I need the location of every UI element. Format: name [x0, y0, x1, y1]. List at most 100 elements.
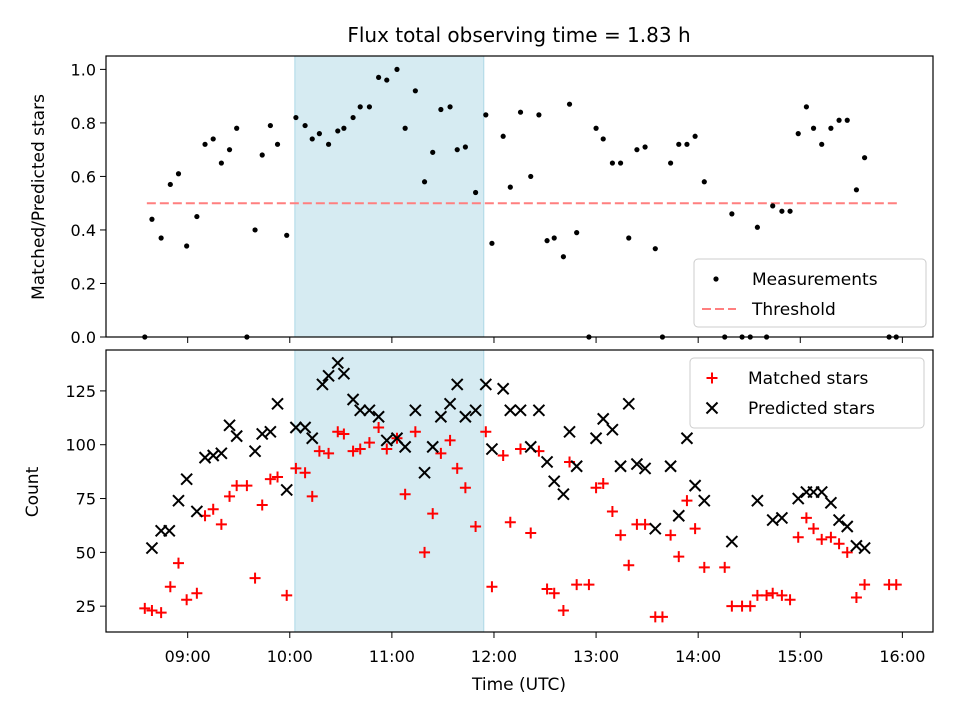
measurement-point: [316, 131, 322, 137]
matched-star-point: [347, 445, 359, 457]
matched-star-point: [767, 587, 779, 599]
matched-star-point: [557, 604, 569, 616]
matched-star-point: [139, 602, 151, 614]
x-tick-label: 16:00: [879, 647, 925, 666]
legend-predicted-marker: [705, 401, 719, 415]
measurement-point: [335, 128, 341, 134]
matched-star-point: [338, 428, 350, 440]
matched-star-point: [776, 589, 788, 601]
measurement-point: [626, 235, 632, 241]
measurement-point: [472, 189, 479, 196]
y-tick-label: 0.6: [71, 167, 96, 186]
matched-star-point: [306, 490, 318, 502]
matched-star-point: [470, 521, 482, 533]
legend-matched-marker: [706, 372, 718, 384]
matched-star-point: [164, 581, 176, 593]
measurement-point: [770, 203, 776, 209]
x-tick-label: 10:00: [267, 647, 313, 666]
predicted-star-point: [725, 535, 739, 548]
y-tick-label: 75: [76, 490, 96, 509]
measurement-point: [267, 122, 273, 129]
measurement-point: [676, 141, 682, 147]
measurement-point: [844, 117, 850, 123]
legend-box: [693, 258, 927, 328]
measurement-point: [500, 133, 506, 139]
matched-star-point: [623, 559, 635, 571]
measurement-point: [779, 208, 785, 214]
predicted-star-point: [485, 442, 499, 456]
observing-window-band: [294, 349, 485, 633]
measurement-point: [149, 216, 155, 222]
predicted-star-point: [570, 460, 583, 473]
predicted-star-point: [496, 382, 510, 395]
measurement-point: [836, 117, 842, 123]
predicted-star-point: [622, 397, 635, 411]
predicted-star-point: [306, 432, 319, 445]
matched-star-point: [673, 551, 685, 563]
measurement-point: [528, 173, 534, 180]
predicted-star-point: [766, 513, 779, 527]
matched-star-point: [515, 443, 527, 455]
matched-star-point: [399, 488, 411, 500]
measurement-point: [218, 160, 224, 166]
x-tick-label: 14:00: [675, 647, 721, 666]
matched-star-point: [373, 421, 385, 433]
matched-star-point: [480, 426, 492, 438]
measurement-point: [376, 74, 382, 81]
predicted-star-point: [664, 460, 677, 473]
matched-star-point: [409, 426, 421, 438]
predicted-star-point: [372, 410, 385, 423]
axes-frame: [105, 349, 934, 633]
measurement-point: [536, 112, 542, 118]
measurement-point: [489, 240, 495, 246]
predicted-star-point: [163, 524, 176, 538]
predicted-star-point: [190, 505, 204, 518]
predicted-star-point: [223, 419, 236, 432]
matched-star-point: [639, 518, 651, 530]
measurement-point: [574, 230, 580, 236]
measurement-point: [642, 144, 648, 150]
predicted-star-point: [264, 425, 277, 439]
measurement-point: [787, 208, 793, 214]
measurement-point: [252, 227, 258, 233]
predicted-star-point: [688, 479, 702, 492]
legend-entry-label: Threshold: [751, 300, 836, 320]
measurement-point: [507, 184, 513, 190]
predicted-star-point: [792, 492, 805, 505]
measurement-point: [609, 160, 616, 166]
matched-star-point: [486, 581, 498, 593]
measurement-point: [828, 125, 834, 131]
predicted-star-point: [514, 404, 527, 417]
matched-star-point: [816, 533, 828, 545]
predicted-star-point: [858, 541, 871, 555]
y-tick-label: 125: [65, 382, 96, 401]
predicted-star-point: [248, 444, 262, 458]
predicted-star-point: [337, 367, 351, 380]
predicted-star-point: [426, 440, 439, 454]
measurement-point: [544, 238, 550, 244]
predicted-star-point: [606, 423, 619, 436]
measurement-point: [853, 187, 860, 193]
matched-star-point: [541, 583, 553, 595]
measurement-point: [412, 88, 418, 94]
predicted-star-point: [524, 440, 537, 454]
matched-star-point: [155, 607, 167, 619]
measurement-point: [167, 181, 173, 188]
y-tick-label: 0.0: [71, 328, 96, 347]
predicted-star-point: [469, 404, 482, 417]
measurement-point: [551, 235, 557, 241]
predicted-star-point: [363, 404, 376, 417]
matched-star-point: [833, 538, 845, 550]
matched-star-point: [597, 477, 609, 489]
predicted-star-point: [322, 369, 335, 383]
measurement-point: [158, 235, 164, 241]
measurement-point: [447, 104, 453, 110]
matched-star-point: [332, 426, 344, 438]
measurement-point: [566, 101, 573, 107]
predicted-star-point: [215, 447, 228, 460]
measurement-point: [394, 66, 400, 72]
matched-star-point: [256, 499, 268, 511]
matched-star-point: [281, 589, 293, 601]
measurement-point: [803, 104, 809, 110]
